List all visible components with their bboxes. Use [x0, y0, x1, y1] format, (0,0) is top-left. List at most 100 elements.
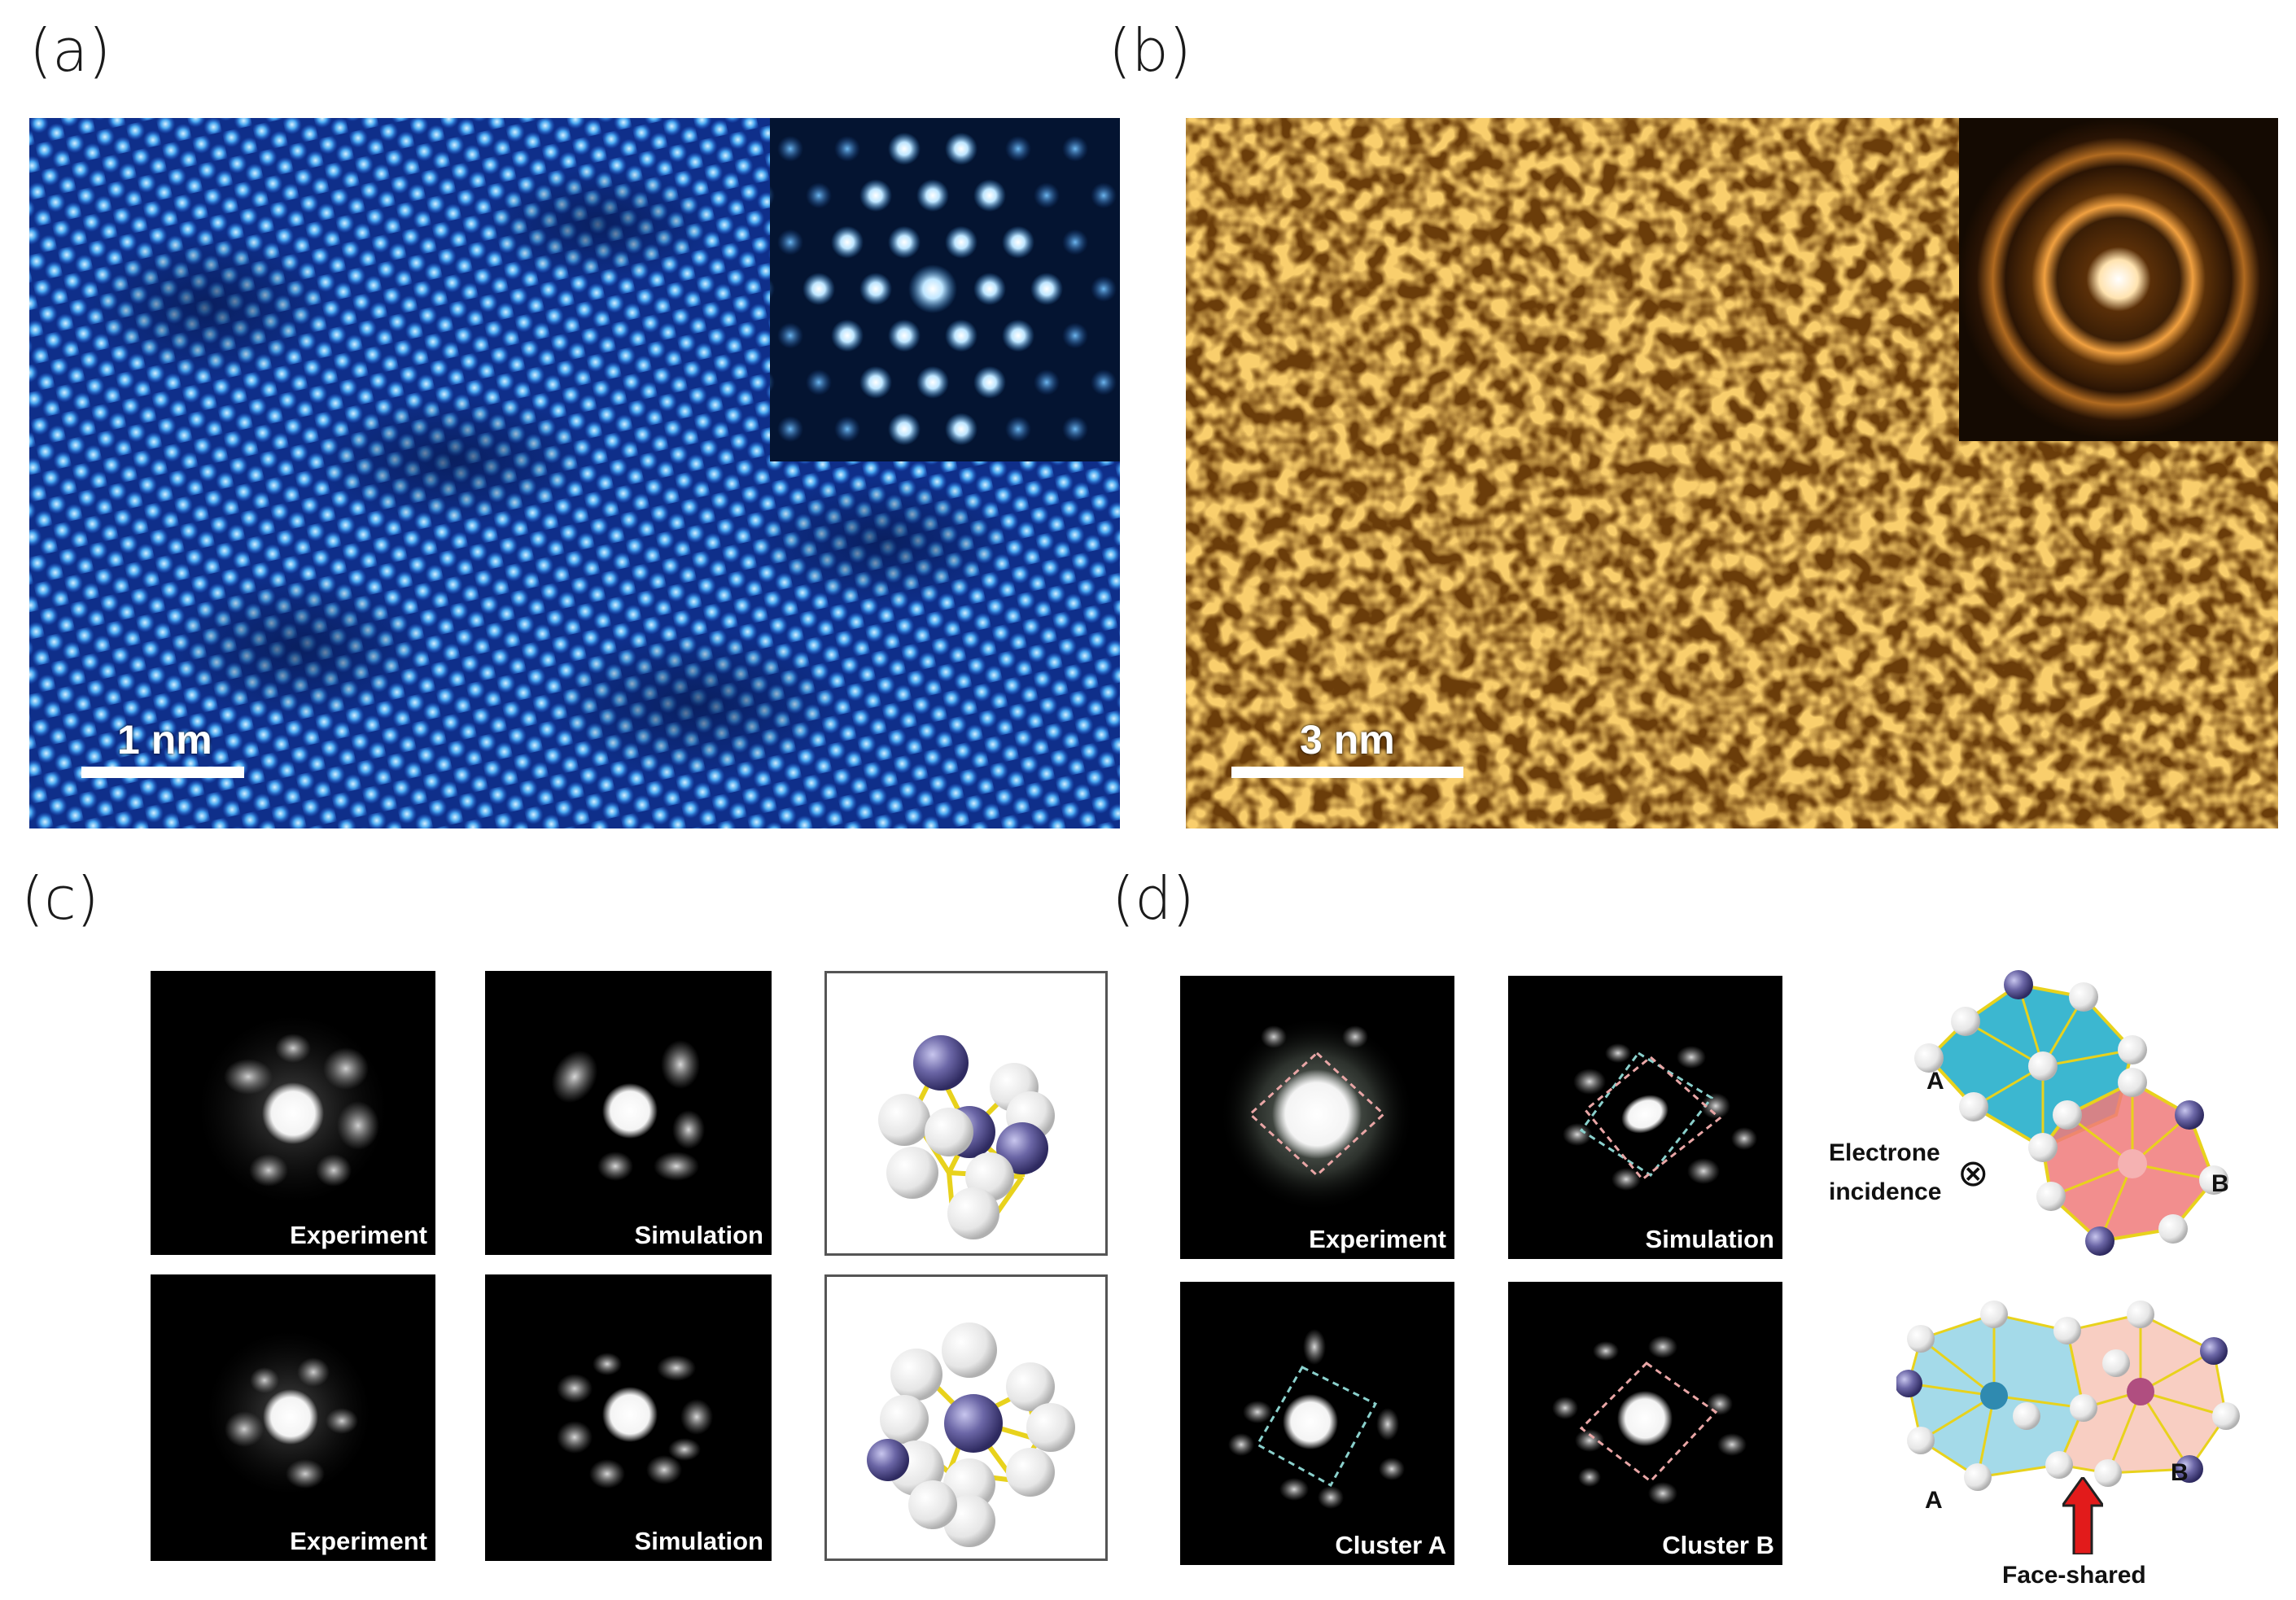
- diffraction-spot: [945, 225, 977, 259]
- scale-bar-a: [81, 767, 244, 778]
- diffraction-spot: [834, 135, 860, 162]
- diffraction-spot: [806, 182, 832, 209]
- diffraction-rings: [1959, 118, 2278, 441]
- panel-label-d: (d): [1112, 864, 1195, 933]
- d-bottom-label-a: A: [1925, 1487, 1943, 1514]
- d-incidence-text-2: incidence: [1829, 1178, 1942, 1205]
- d-cluster-a-label: Cluster A: [1335, 1531, 1446, 1559]
- diffraction-spot: [1091, 182, 1117, 209]
- diffraction-spot: [973, 179, 1006, 212]
- diffraction-spot: [888, 132, 921, 165]
- d-simulation-label: Simulation: [1645, 1225, 1774, 1253]
- diffraction-spot: [831, 319, 864, 352]
- diffraction-spot: [859, 179, 892, 212]
- d-bottom-label-b: B: [2171, 1459, 2189, 1486]
- diffraction-spot: [803, 273, 835, 305]
- diffraction-spot: [1005, 416, 1031, 443]
- diffraction-spot: [945, 132, 977, 165]
- diffraction-spots: [770, 132, 1117, 446]
- diffraction-spot: [806, 369, 832, 396]
- nanobeam-pattern-exp-1: [199, 1016, 387, 1203]
- d-top-label-a: A: [1926, 1068, 1944, 1095]
- panel-b-image: 3 nm: [1186, 118, 2278, 828]
- d-top-label-b: B: [2211, 1170, 2229, 1197]
- cluster-model-2: [867, 1322, 1075, 1547]
- diffraction-spot: [945, 413, 977, 446]
- panel-label-a: (a): [29, 16, 112, 85]
- diffraction-spot: [1091, 276, 1117, 302]
- diffraction-spot: [973, 273, 1006, 305]
- d-nanobeam-simulation: [1563, 1043, 1757, 1191]
- d-model-top: [1896, 960, 2279, 1270]
- scale-bar-label-b: 3 nm: [1300, 717, 1395, 763]
- diffraction-spot: [777, 322, 803, 349]
- c-simulation-label-2: Simulation: [634, 1527, 763, 1555]
- red-arrow-icon: [2062, 1477, 2103, 1554]
- diffraction-spot: [834, 416, 860, 443]
- c-cluster-model-2: [824, 1274, 1108, 1561]
- c-experiment-label-1: Experiment: [290, 1221, 427, 1249]
- diffraction-spot: [1062, 229, 1088, 256]
- diffraction-spot: [1062, 135, 1088, 162]
- diffraction-inset-a: [770, 118, 1120, 461]
- diffraction-spot: [916, 365, 949, 399]
- d-cluster-b-tile: Cluster B: [1508, 1282, 1782, 1565]
- d-simulation-tile: Simulation: [1508, 976, 1782, 1259]
- d-model-bottom: [1896, 1294, 2279, 1522]
- cluster-model-1: [878, 1035, 1055, 1239]
- diffraction-spot: [777, 229, 803, 256]
- diffraction-spot: [1002, 225, 1034, 259]
- panel-a-image: 1 nm: [29, 118, 1120, 828]
- diffraction-spot: [973, 365, 1006, 399]
- diffraction-spot: [770, 372, 775, 393]
- diffraction-spot: [1062, 416, 1088, 443]
- nanobeam-pattern-sim-2: [557, 1353, 713, 1489]
- diffraction-spot: [888, 319, 921, 352]
- diffraction-spot: [1034, 182, 1060, 209]
- scale-bar-b: [1231, 767, 1463, 778]
- d-experiment-tile: Experiment: [1180, 976, 1454, 1259]
- diffraction-spot: [770, 278, 775, 299]
- panel-label-b: (b): [1109, 16, 1192, 85]
- c-simulation-tile-1: Simulation: [485, 971, 772, 1255]
- diffraction-spot: [1030, 273, 1063, 305]
- diffraction-spot: [831, 225, 864, 259]
- d-nanobeam-experiment: [1219, 1016, 1415, 1212]
- diffraction-spot: [1002, 319, 1034, 352]
- diffraction-spot: [777, 416, 803, 443]
- nanobeam-pattern-sim-1: [551, 1040, 705, 1181]
- diffraction-spot: [945, 319, 977, 352]
- diffraction-spot: [908, 264, 957, 313]
- diffraction-spot: [888, 413, 921, 446]
- d-cluster-a-tile: Cluster A: [1180, 1282, 1454, 1565]
- diffraction-inset-b: [1959, 118, 2278, 441]
- c-simulation-tile-2: Simulation: [485, 1274, 772, 1561]
- panel-label-c: (c): [21, 864, 99, 933]
- c-experiment-tile-1: Experiment: [151, 971, 435, 1255]
- diffraction-spot: [770, 185, 775, 206]
- diffraction-spot: [888, 225, 921, 259]
- d-cluster-b-label: Cluster B: [1662, 1531, 1774, 1559]
- d-experiment-label: Experiment: [1309, 1225, 1446, 1253]
- d-nanobeam-cluster-b: [1552, 1336, 1747, 1505]
- c-experiment-tile-2: Experiment: [151, 1274, 435, 1561]
- face-shared-clusters-view-2: [1896, 1301, 2240, 1491]
- c-simulation-label-1: Simulation: [634, 1221, 763, 1249]
- nanobeam-pattern-exp-2: [208, 1331, 370, 1494]
- diffraction-spot: [777, 135, 803, 162]
- d-face-shared-caption: Face-shared: [2002, 1562, 2146, 1589]
- d-incidence-text-1: Electrone: [1829, 1139, 1940, 1166]
- diffraction-spot: [1005, 135, 1031, 162]
- diffraction-spot: [916, 179, 949, 212]
- c-experiment-label-2: Experiment: [290, 1527, 427, 1555]
- diffraction-spot: [1062, 322, 1088, 349]
- diffraction-spot: [1034, 369, 1060, 396]
- diffraction-spot: [1091, 369, 1117, 396]
- scale-bar-label-a: 1 nm: [117, 717, 212, 763]
- face-shared-clusters-view-1: [1914, 970, 2228, 1256]
- c-cluster-model-1: [824, 971, 1108, 1256]
- electron-incidence-icon: ⊗: [1957, 1152, 1989, 1194]
- d-nanobeam-cluster-a: [1228, 1329, 1405, 1509]
- diffraction-spot: [859, 365, 892, 399]
- diffraction-spot: [859, 273, 892, 305]
